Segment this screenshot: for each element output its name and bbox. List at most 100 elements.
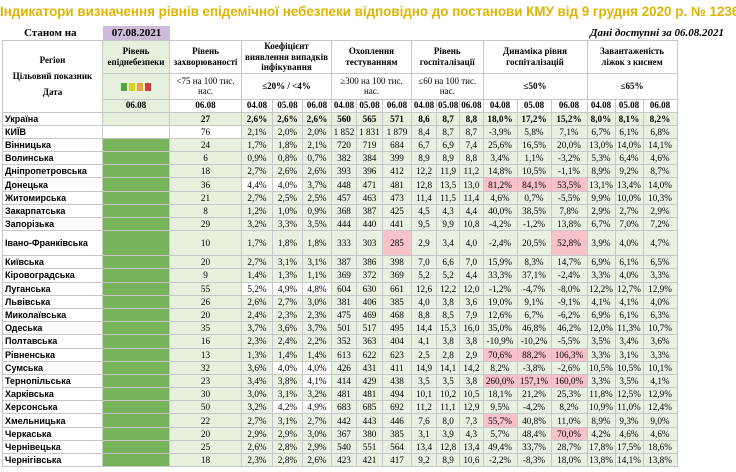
beds-value: 4,7% <box>642 230 678 257</box>
date-cell: 06.08 <box>302 98 332 113</box>
beds-value: 6,1% <box>614 307 644 323</box>
incidence-value: 50 <box>169 400 242 415</box>
test-value: 393 <box>331 164 357 179</box>
det-value: 1,7% <box>241 230 273 257</box>
beds-value: 10,0% <box>614 190 644 205</box>
dyn-value: 48,4% <box>516 426 552 441</box>
incidence-value: 25 <box>169 439 242 455</box>
dyn-value: 20,5% <box>516 230 552 257</box>
beds-value: 4,1% <box>614 294 644 309</box>
risk-level-cell <box>102 307 170 323</box>
det-value: 4,2% <box>272 400 303 415</box>
table-row: Тернопільська 23 3,4% 3,8% 4,1% 414 429 438 3,5 3… <box>2 373 678 389</box>
risk-level-cell <box>102 413 170 428</box>
beds-value: 3,3% <box>586 373 616 389</box>
dyn-value: -8,0% <box>550 281 588 296</box>
region-name: Одеська <box>2 321 103 336</box>
det-value: 2,7% <box>241 190 273 205</box>
beds-value: 4,1% <box>586 294 616 309</box>
incidence-value: 21 <box>169 190 242 205</box>
test-value: 473 <box>382 190 412 205</box>
test-value: 571 <box>382 111 412 126</box>
dyn-value: 11,0% <box>550 413 588 428</box>
det-value: 2,6% <box>241 294 273 309</box>
region-name: Донецька <box>2 177 103 192</box>
det-value: 1,4% <box>302 347 332 362</box>
risk-level-cell <box>102 230 170 257</box>
hosp-value: 7,9 <box>459 307 484 323</box>
beds-value: 14,0% <box>614 137 644 153</box>
incidence-value: 13 <box>169 347 242 362</box>
det-value: 2,8% <box>272 439 303 455</box>
beds-value: 9,9% <box>586 190 616 205</box>
hosp-value: 11,4 <box>411 190 437 205</box>
test-value: 1 831 <box>356 124 383 139</box>
test-value: 442 <box>331 413 357 428</box>
target-indicator-label: Цільовий показник <box>12 71 93 82</box>
det-value: 2,3% <box>241 452 273 468</box>
test-value: 303 <box>356 230 383 257</box>
beds-value: 6,1% <box>614 124 644 139</box>
status-line: Станом на 07.08.2021 Дані доступні за 06… <box>0 26 736 40</box>
det-value: 1,7% <box>241 137 273 153</box>
dyn-value: -6,2% <box>550 307 588 323</box>
dyn-value: 8,3% <box>516 255 552 270</box>
det-value: 0,8% <box>272 151 303 166</box>
region-name: Київська <box>2 255 103 270</box>
incidence-target: <75 на 100 тис. нас. <box>169 72 242 100</box>
incidence-value: 10 <box>169 230 242 257</box>
det-value: 2,1% <box>241 124 273 139</box>
test-value: 622 <box>356 347 383 362</box>
status-label: Станом на <box>24 27 77 39</box>
beds-value: 3,5% <box>614 373 644 389</box>
status-date: 07.08.2021 <box>103 26 170 40</box>
hosp-value: 3,8 <box>459 334 484 349</box>
test-value: 431 <box>356 360 383 375</box>
det-value: 2,6% <box>241 439 273 455</box>
beds-value: 17,5% <box>614 439 644 455</box>
hosp-value: 10,8 <box>459 216 484 232</box>
page-title: Індикатори визначення рівнів епідемічної… <box>0 4 736 19</box>
dyn-value: 38,5% <box>516 203 552 219</box>
beds-value: 6,7% <box>586 124 616 139</box>
test-value: 1 879 <box>382 124 412 139</box>
beds-value: 13,0% <box>586 137 616 153</box>
det-value: 1,8% <box>302 230 332 257</box>
det-value: 2,7% <box>241 255 273 270</box>
det-value: 2,0% <box>272 124 303 139</box>
test-value: 386 <box>356 255 383 270</box>
region-name: Закарпатська <box>2 203 103 219</box>
det-value: 3,2% <box>241 216 273 232</box>
det-value: 3,1% <box>272 387 303 402</box>
risk-date: 06.08 <box>102 98 170 113</box>
dyn-value: 70,6% <box>482 347 518 362</box>
hosp-value: 13,4 <box>411 439 437 455</box>
dyn-value: 8,2% <box>550 400 588 415</box>
incidence-value: 6 <box>169 151 242 166</box>
test-value: 443 <box>356 413 383 428</box>
det-value: 0,9% <box>241 151 273 166</box>
beds-value: 2,7% <box>614 203 644 219</box>
det-value: 1,0% <box>272 203 303 219</box>
beds-value: 3,3% <box>586 347 616 362</box>
test-value: 440 <box>356 216 383 232</box>
incidence-value: 18 <box>169 452 242 468</box>
beds-value: 10,7% <box>642 321 678 336</box>
hosp-value: 12,9 <box>459 400 484 415</box>
incidence-value: 30 <box>169 387 242 402</box>
table-row: Житомирська 21 2,7% 2,5% 2,5% 457 463 473 11,4 11… <box>2 190 678 205</box>
table-row: Чернівецька 25 2,6% 2,8% 2,9% 540 551 564 13,4 12… <box>2 439 678 455</box>
dyn-value: 13,8% <box>550 216 588 232</box>
dyn-value: 106,3% <box>550 347 588 362</box>
incidence-value: 18 <box>169 164 242 179</box>
beds-value: 7,0% <box>614 216 644 232</box>
region-header-label: Регіон <box>39 55 66 66</box>
hosp-value: 12,8 <box>435 439 461 455</box>
hosp-value: 2,9 <box>411 230 437 257</box>
test-value: 1 852 <box>331 124 357 139</box>
dyn-value: 260,0% <box>482 373 518 389</box>
table-row: Київська 20 2,7% 3,1% 3,1% 387 386 398 7,0 6,6 7,0… <box>2 255 678 270</box>
test-value: 382 <box>331 151 357 166</box>
hosp-value: 5,2 <box>435 268 461 283</box>
det-value: 3,2% <box>302 387 332 402</box>
